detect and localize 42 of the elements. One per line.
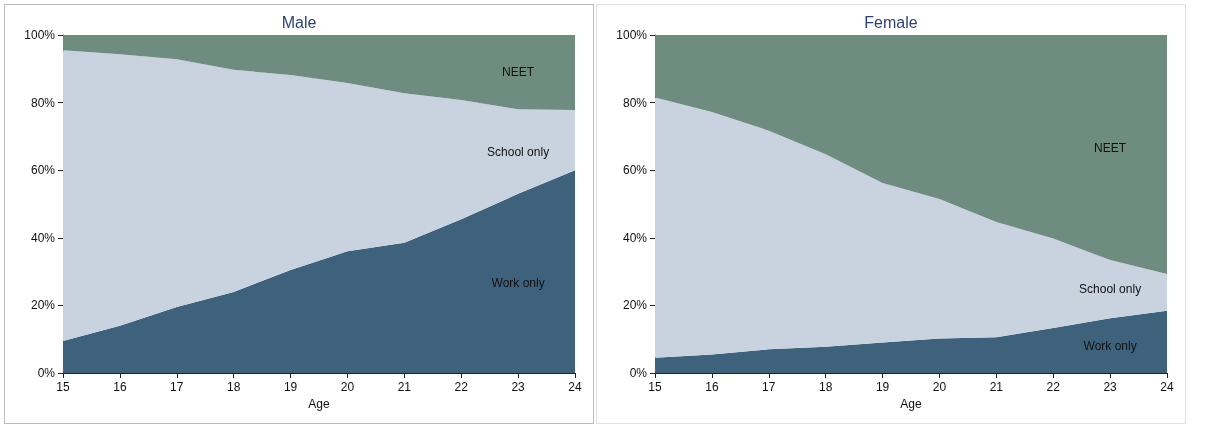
y-tick-label: 80% [30,95,56,110]
x-tick-label: 19 [283,380,298,394]
series-label: NEET [1094,140,1127,155]
x-axis-title: Age [900,396,922,411]
x-tick-label: 18 [226,380,241,394]
series-label: Work only [491,276,545,291]
y-tick-label: 100% [24,28,56,42]
y-tick-label: 0% [37,366,56,380]
x-tick-label: 20 [932,380,947,394]
y-tick-label: 60% [30,163,56,178]
y-tick-label: 40% [30,230,56,245]
x-tick-label: 15 [56,380,70,394]
x-tick-label: 22 [454,380,469,394]
y-tick-label: 80% [622,95,648,110]
x-tick-label: 21 [397,380,412,394]
series-label: Work only [1083,338,1137,353]
x-tick-label: 22 [1046,380,1061,394]
series-label: NEET [502,65,535,80]
y-tick-label: 20% [622,298,648,313]
x-tick-label: 23 [511,380,526,394]
series-label: School only [1079,282,1142,297]
x-tick-label: 24 [1160,380,1174,394]
y-tick-label: 60% [622,163,648,178]
x-tick-label: 20 [340,380,355,394]
x-tick-label: 23 [1103,380,1118,394]
x-tick-label: 16 [705,380,719,394]
y-tick-label: 100% [616,28,648,42]
x-tick-label: 16 [113,380,127,394]
x-tick-label: 18 [818,380,833,394]
x-tick-label: 21 [989,380,1004,394]
x-tick-label: 24 [568,380,582,394]
chart-title: Female [864,13,918,31]
y-tick-label: 40% [622,230,648,245]
chart-title: Male [281,13,317,31]
x-tick-label: 15 [648,380,662,394]
x-tick-label: 17 [762,380,776,394]
series-label: School only [487,144,550,159]
x-axis-title: Age [308,396,330,411]
x-tick-label: 19 [875,380,890,394]
y-tick-label: 0% [629,366,648,380]
x-tick-label: 17 [170,380,184,394]
y-tick-label: 20% [30,298,56,313]
